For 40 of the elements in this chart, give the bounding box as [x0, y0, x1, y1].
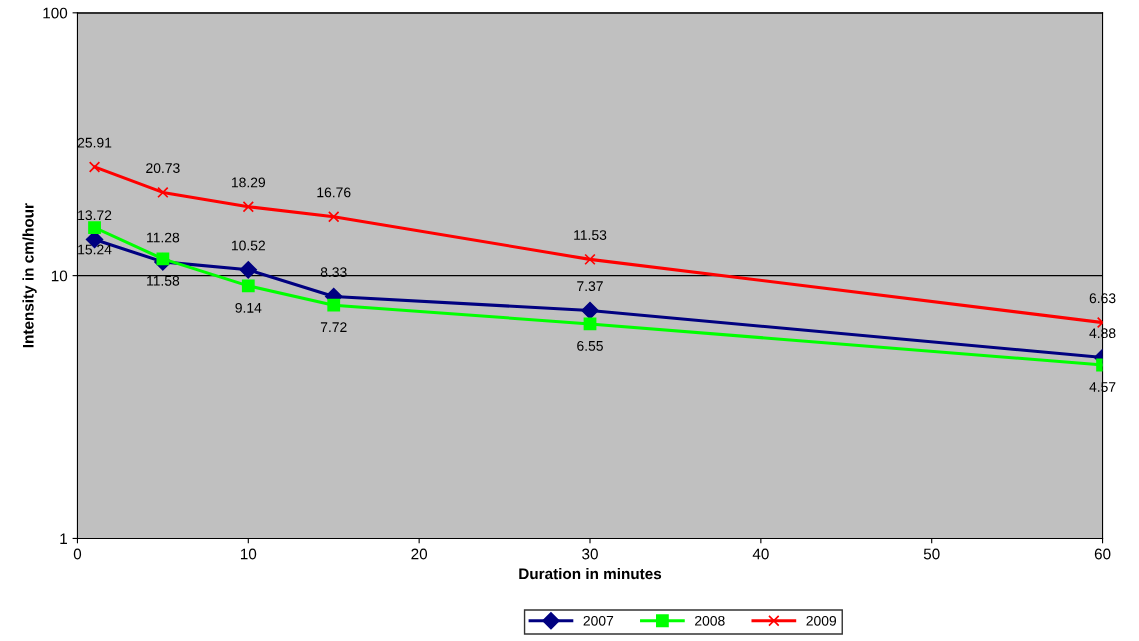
point [241, 279, 255, 293]
legend-label: 2008 [695, 615, 725, 626]
point [581, 301, 599, 320]
x-tick-label: 0 [73, 548, 82, 560]
point [88, 221, 101, 234]
y-tick-label: 10 [51, 270, 68, 282]
legend-label: 2007 [583, 615, 614, 626]
data-label: 6.55 [577, 340, 603, 351]
point [584, 253, 596, 266]
point [239, 261, 257, 279]
data-label: 25.91 [77, 137, 112, 148]
data-label: 11.53 [574, 230, 607, 240]
data-label: 10.52 [231, 240, 265, 251]
x-tick-label: 40 [752, 548, 769, 560]
data-label: 18.29 [231, 177, 266, 188]
data-label: 7.72 [320, 322, 347, 332]
data-label: 16.76 [317, 187, 351, 198]
point [328, 210, 340, 223]
point [88, 161, 101, 173]
x-axis-title: Duration in minutes [519, 567, 662, 580]
data-label: 20.73 [146, 163, 180, 174]
data-label: 7.37 [577, 281, 603, 292]
point [327, 298, 341, 312]
y-axis-title: Intensity in cm/hour [22, 203, 37, 348]
legend-label: 2009 [806, 615, 837, 626]
x-tick-label: 10 [240, 548, 257, 560]
data-label: 13.72 [78, 210, 112, 221]
y-tick-label: 100 [43, 7, 68, 19]
x-tick-label: 20 [411, 548, 428, 560]
data-label: 11.58 [147, 275, 180, 286]
x-tick-label: 50 [923, 548, 940, 560]
data-label: 11.28 [147, 232, 180, 243]
point [242, 201, 254, 213]
x-tick-label: 60 [1094, 548, 1111, 560]
point [583, 317, 597, 331]
x-tick-label: 30 [582, 548, 598, 560]
data-label: 15.24 [78, 244, 112, 255]
point [157, 186, 169, 199]
y-tick-label: 1 [60, 533, 67, 544]
data-label: 9.14 [235, 302, 262, 313]
